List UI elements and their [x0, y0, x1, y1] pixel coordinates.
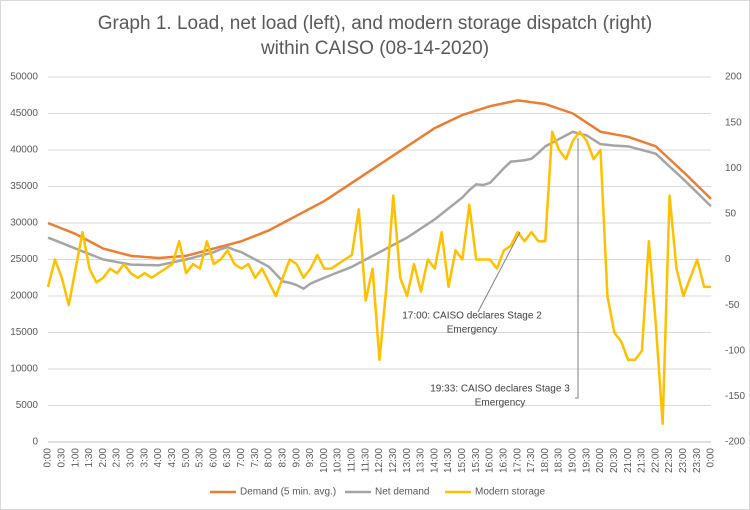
y2-tick-label: 100: [725, 163, 742, 174]
annotation: Emergency: [447, 325, 498, 336]
x-tick-label: 13:30: [416, 448, 427, 473]
x-tick-label: 22:30: [664, 448, 675, 473]
x-tick-label: 19:00: [568, 448, 579, 473]
y2-tick-label: 0: [725, 254, 731, 265]
x-tick-label: 23:00: [678, 448, 689, 473]
x-tick-label: 7:30: [250, 448, 261, 468]
x-tick-label: 3:00: [126, 448, 137, 468]
annotation-leader: [575, 138, 579, 399]
x-tick-label: 0:30: [56, 448, 67, 468]
y-tick-label: 15000: [10, 327, 38, 338]
x-tick-label: 11:30: [360, 448, 371, 473]
series-line: [46, 130, 711, 425]
x-tick-label: 3:30: [139, 448, 150, 468]
x-tick-label: 10:00: [319, 448, 330, 473]
x-tick-label: 5:00: [181, 448, 192, 468]
plot: [46, 99, 712, 425]
x-tick-label: 16:00: [485, 448, 496, 473]
x-tick-label: 21:00: [623, 448, 634, 473]
x-tick-label: 14:30: [443, 448, 454, 473]
x-tick-label: 9:00: [291, 448, 302, 468]
grid: [48, 76, 711, 443]
x-tick-label: 1:00: [70, 448, 81, 468]
y2-tick-label: -50: [725, 300, 740, 311]
x-tick-label: 8:30: [277, 448, 288, 468]
y2-tick-label: -150: [725, 391, 745, 402]
x-tick-label: 18:30: [554, 448, 565, 473]
x-tick-label: 22:00: [650, 448, 661, 473]
x-tick-label: 0:00: [43, 448, 54, 468]
y2-tick-label: -100: [725, 345, 745, 356]
y-tick-label: 40000: [10, 145, 38, 156]
x-tick-label: 4:30: [167, 448, 178, 468]
x-tick-label: 9:30: [305, 448, 316, 468]
x-tick-label: 21:30: [637, 448, 648, 473]
y-tick-label: 35000: [10, 181, 38, 192]
x-tick-label: 2:00: [98, 448, 109, 468]
series-line: [47, 130, 712, 290]
y2-tick-label: 150: [725, 117, 742, 128]
series-line: [47, 99, 712, 260]
y-tick-label: 5000: [16, 400, 39, 411]
x-tick-label: 1:30: [84, 448, 95, 468]
x-tick-label: 17:30: [526, 448, 537, 473]
y2-tick-label: 200: [725, 72, 742, 83]
y2-tick-label: 50: [725, 209, 737, 220]
x-tick-label: 6:00: [208, 448, 219, 468]
y2-tick-label: -200: [725, 437, 745, 448]
annotation-leader: [477, 231, 521, 313]
legend: Demand (5 min. avg.) Net demand Modern sto…: [210, 487, 545, 498]
x-tick-label: 18:00: [540, 448, 551, 473]
annotation: Emergency: [475, 398, 526, 409]
y-tick-label: 25000: [10, 254, 38, 265]
x-tick-label: 11:00: [347, 448, 358, 473]
x-tick-label: 20:30: [609, 448, 620, 473]
x-tick-label: 6:30: [222, 448, 233, 468]
y-tick-label: 0: [32, 437, 38, 448]
x-tick-label: 7:00: [236, 448, 247, 468]
x-tick-label: 17:00: [512, 448, 523, 473]
x-tick-label: 20:00: [595, 448, 606, 473]
x-tick-label: 16:30: [498, 448, 509, 473]
y-tick-label: 45000: [10, 108, 38, 119]
chart-title: within CAISO (08-14-2020): [260, 38, 489, 59]
x-tick-label: 10:30: [333, 448, 344, 473]
legend-label: Demand (5 min. avg.): [240, 487, 336, 498]
chart-title: Graph 1. Load, net load (left), and mode…: [98, 13, 652, 34]
y-tick-label: 10000: [10, 364, 38, 375]
legend-label: Modern storage: [475, 487, 545, 498]
legend-label: Net demand: [375, 487, 429, 498]
x-tick-label: 12:00: [374, 448, 385, 473]
x-tick-label: 4:00: [153, 448, 164, 468]
annotation: 17:00: CAISO declares Stage 2: [402, 311, 542, 322]
x-tick-label: 8:00: [264, 448, 275, 468]
x-tick-label: 15:00: [457, 448, 468, 473]
x-tick-label: 14:00: [429, 448, 440, 473]
x-tick-label: 5:30: [195, 448, 206, 468]
y-tick-label: 30000: [10, 218, 38, 229]
y-tick-label: 50000: [10, 72, 38, 83]
x-tick-label: 15:30: [471, 448, 482, 473]
y-tick-label: 20000: [10, 291, 38, 302]
x-tick-label: 0:00: [706, 448, 717, 468]
x-tick-label: 23:30: [692, 448, 703, 473]
x-tick-label: 12:30: [388, 448, 399, 473]
x-tick-label: 13:00: [402, 448, 413, 473]
x-tick-label: 19:30: [581, 448, 592, 473]
x-tick-label: 2:30: [112, 448, 123, 468]
annotation: 19:33: CAISO declares Stage 3: [430, 384, 570, 395]
